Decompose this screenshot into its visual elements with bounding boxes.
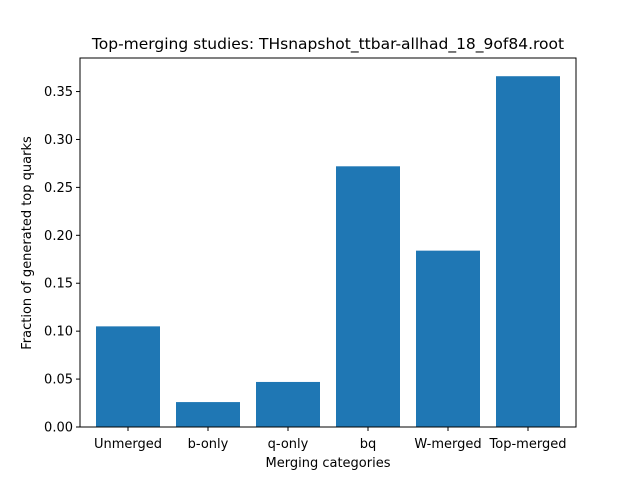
bar-w-merged [416, 250, 480, 427]
y-tick-label: 0.05 [44, 373, 73, 388]
chart-title: Top-merging studies: THsnapshot_ttbar-al… [91, 35, 564, 54]
y-tick-label: 0.30 [44, 133, 73, 148]
x-axis-label: Merging categories [266, 456, 391, 471]
bar-bq [336, 166, 400, 427]
x-tick-label: Unmerged [94, 437, 162, 452]
x-tick-label: bq [360, 437, 377, 452]
bar-q-only [256, 381, 320, 427]
y-tick-label: 0.20 [44, 229, 73, 244]
bar-unmerged [96, 326, 160, 427]
plot-frame [79, 57, 577, 428]
y-tick-label: 0.15 [44, 277, 73, 292]
y-axis-ticks: 0.00 0.05 0.10 0.15 0.20 0.25 0.30 0.35 [44, 85, 80, 436]
x-tick-label: W-merged [414, 437, 481, 452]
x-tick-label: q-only [268, 437, 309, 452]
x-axis-ticks: Unmerged b-only q-only bq W-merged Top-merged [94, 427, 566, 452]
bar-top-merged [496, 76, 560, 427]
y-axis-label: Fraction of generated top quarks [20, 136, 35, 350]
y-tick-label: 0.00 [44, 421, 73, 436]
y-tick-label: 0.10 [44, 325, 73, 340]
bars-layer [96, 76, 560, 427]
y-tick-label: 0.35 [44, 85, 73, 100]
x-tick-label: Top-merged [489, 437, 567, 452]
y-tick-label: 0.25 [44, 181, 73, 196]
x-tick-label: b-only [188, 437, 229, 452]
bar-b-only [176, 402, 240, 427]
